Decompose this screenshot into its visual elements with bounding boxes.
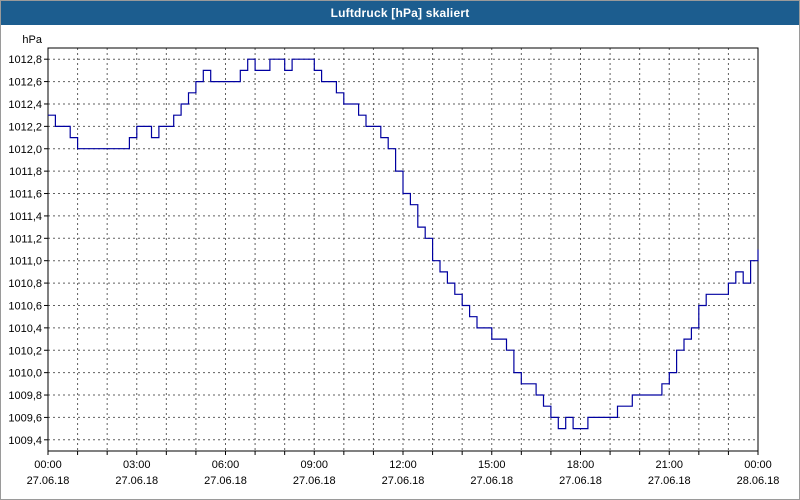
x-tick-date-label: 27.06.18	[27, 475, 70, 487]
x-tick-time-label: 15:00	[478, 459, 506, 471]
y-tick-label: 1009,4	[8, 435, 42, 447]
x-tick-time-label: 21:00	[655, 459, 683, 471]
y-tick-label: 1009,6	[8, 412, 42, 424]
y-tick-label: 1012,6	[8, 77, 42, 89]
x-tick-date-label: 27.06.18	[382, 475, 425, 487]
x-tick-time-label: 18:00	[567, 459, 595, 471]
x-tick-date-label: 27.06.18	[204, 475, 247, 487]
y-tick-label: 1012,8	[8, 54, 42, 66]
y-tick-label: 1011,6	[9, 189, 42, 201]
x-tick-time-label: 00:00	[744, 459, 772, 471]
y-tick-label: 1010,2	[8, 345, 42, 357]
y-tick-label: 1011,0	[9, 256, 42, 268]
x-tick-time-label: 00:00	[34, 459, 62, 471]
y-tick-label: 1012,0	[8, 144, 42, 156]
x-tick-date-label: 27.06.18	[648, 475, 691, 487]
x-tick-time-label: 06:00	[212, 459, 240, 471]
y-tick-label: 1011,2	[9, 233, 42, 245]
y-tick-label: 1012,4	[8, 99, 42, 111]
x-tick-date-label: 27.06.18	[470, 475, 513, 487]
y-axis-unit-label: hPa	[22, 34, 42, 46]
x-tick-date-label: 27.06.18	[293, 475, 336, 487]
x-tick-time-label: 09:00	[300, 459, 328, 471]
y-tick-label: 1010,0	[8, 368, 42, 380]
y-tick-label: 1010,4	[8, 323, 42, 335]
chart-title: Luftdruck [hPa] skaliert	[330, 6, 470, 20]
x-tick-time-label: 12:00	[389, 459, 417, 471]
y-tick-label: 1011,8	[9, 166, 42, 178]
y-tick-label: 1012,2	[8, 121, 42, 133]
x-tick-date-label: 27.06.18	[115, 475, 158, 487]
y-tick-label: 1011,4	[9, 211, 42, 223]
x-tick-time-label: 03:00	[123, 459, 151, 471]
pressure-chart: 1009,4 1009,6 1009,8 1010,0 1010,2 1010,4 1010…	[8, 34, 780, 487]
x-tick-date-label: 27.06.18	[559, 475, 602, 487]
y-tick-label: 1009,8	[8, 390, 42, 402]
pressure-line	[48, 58, 759, 430]
chart-title-bar: Luftdruck [hPa] skaliert	[1, 1, 799, 25]
y-tick-label: 1010,6	[8, 300, 42, 312]
y-tick-label: 1010,8	[8, 278, 42, 290]
x-tick-date-label: 28.06.18	[737, 475, 780, 487]
